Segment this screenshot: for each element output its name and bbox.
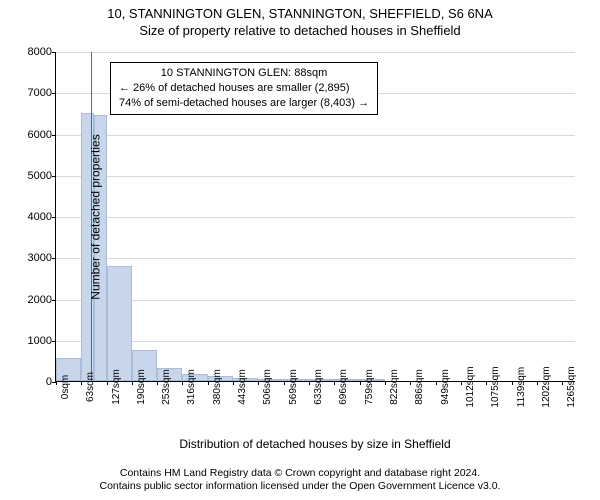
xtick-label: 443sqm: [237, 369, 248, 405]
xtick-label: 506sqm: [262, 369, 273, 405]
title-block: 10, STANNINGTON GLEN, STANNINGTON, SHEFF…: [0, 0, 600, 38]
xtick-mark: [182, 381, 183, 385]
ytick-mark: [52, 135, 56, 136]
xtick-mark: [258, 381, 259, 385]
footer-line1: Contains HM Land Registry data © Crown c…: [0, 467, 600, 481]
xtick-label: 569sqm: [288, 369, 299, 405]
xtick-label: 1202sqm: [541, 366, 552, 407]
xtick-mark: [107, 381, 108, 385]
xtick-mark: [385, 381, 386, 385]
ytick-label: 6000: [28, 129, 52, 141]
xtick-label: 380sqm: [212, 369, 223, 405]
xtick-mark: [56, 381, 57, 385]
xtick-mark: [309, 381, 310, 385]
footer-note: Contains HM Land Registry data © Crown c…: [0, 467, 600, 494]
title-line1: 10, STANNINGTON GLEN, STANNINGTON, SHEFF…: [0, 6, 600, 21]
gridline: [56, 52, 575, 53]
ytick-label: 0: [46, 376, 52, 388]
yaxis-label: Number of detached properties: [89, 134, 103, 299]
xtick-mark: [360, 381, 361, 385]
ytick-mark: [52, 176, 56, 177]
xtick-mark: [512, 381, 513, 385]
xtick-label: 127sqm: [111, 369, 122, 405]
ytick-label: 2000: [28, 294, 52, 306]
chart-container: 10, STANNINGTON GLEN, STANNINGTON, SHEFF…: [0, 0, 600, 500]
xtick-label: 253sqm: [161, 369, 172, 405]
xtick-mark: [334, 381, 335, 385]
ytick-label: 3000: [28, 252, 52, 264]
histogram-bar: [107, 266, 132, 382]
xtick-mark: [410, 381, 411, 385]
xtick-label: 190sqm: [136, 369, 147, 405]
xtick-mark: [562, 381, 563, 385]
ytick-mark: [52, 52, 56, 53]
ytick-mark: [52, 341, 56, 342]
property-info-box: 10 STANNINGTON GLEN: 88sqm ← 26% of deta…: [110, 62, 378, 115]
xtick-label: 1012sqm: [465, 366, 476, 407]
ytick-label: 5000: [28, 170, 52, 182]
gridline: [56, 341, 575, 342]
gridline: [56, 300, 575, 301]
xtick-mark: [157, 381, 158, 385]
info-line3: 74% of semi-detached houses are larger (…: [119, 96, 369, 111]
xtick-mark: [486, 381, 487, 385]
xtick-mark: [132, 381, 133, 385]
ytick-label: 7000: [28, 87, 52, 99]
xtick-mark: [284, 381, 285, 385]
xtick-mark: [436, 381, 437, 385]
xtick-label: 886sqm: [414, 369, 425, 405]
ytick-mark: [52, 300, 56, 301]
xtick-mark: [537, 381, 538, 385]
gridline: [56, 258, 575, 259]
xtick-label: 0sqm: [60, 375, 71, 399]
ytick-mark: [52, 93, 56, 94]
ytick-mark: [52, 217, 56, 218]
ytick-label: 8000: [28, 46, 52, 58]
xtick-label: 822sqm: [389, 369, 400, 405]
title-line2: Size of property relative to detached ho…: [0, 23, 600, 38]
xtick-label: 316sqm: [186, 369, 197, 405]
xaxis-label: Distribution of detached houses by size …: [179, 437, 450, 451]
xtick-label: 696sqm: [338, 369, 349, 405]
ytick-label: 1000: [28, 335, 52, 347]
gridline: [56, 135, 575, 136]
ytick-label: 4000: [28, 211, 52, 223]
xtick-label: 759sqm: [364, 369, 375, 405]
info-line2: ← 26% of detached houses are smaller (2,…: [119, 81, 369, 96]
xtick-label: 1265sqm: [566, 366, 577, 407]
ytick-mark: [52, 258, 56, 259]
xtick-label: 63sqm: [85, 372, 96, 402]
footer-line2: Contains public sector information licen…: [0, 480, 600, 494]
xtick-label: 1075sqm: [490, 366, 501, 407]
xtick-mark: [461, 381, 462, 385]
gridline: [56, 217, 575, 218]
chart-area: 0100020003000400050006000700080000sqm63s…: [55, 52, 575, 382]
xtick-mark: [208, 381, 209, 385]
info-line1: 10 STANNINGTON GLEN: 88sqm: [119, 66, 369, 81]
gridline: [56, 176, 575, 177]
xtick-label: 1139sqm: [516, 367, 527, 407]
xtick-label: 949sqm: [440, 369, 451, 405]
xtick-mark: [233, 381, 234, 385]
xtick-label: 633sqm: [313, 369, 324, 405]
xtick-mark: [81, 381, 82, 385]
